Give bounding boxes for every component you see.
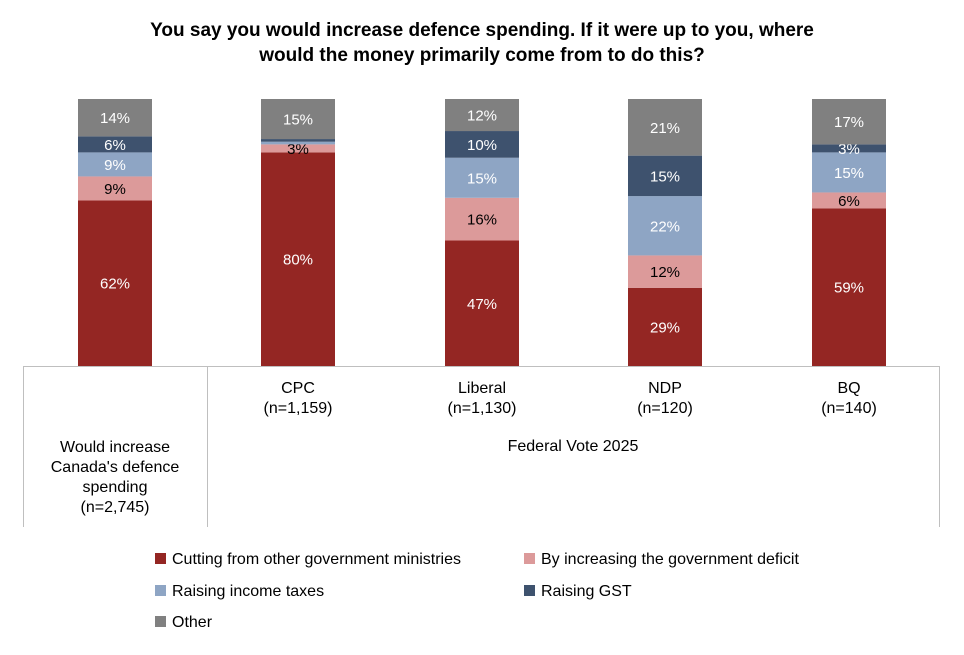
bar-segment: [628, 196, 702, 256]
chart-title-line-1: You say you would increase defence spend…: [150, 20, 814, 41]
bar-segment: [445, 240, 519, 366]
bar-segment: [812, 152, 886, 193]
data-label: 9%: [104, 157, 126, 174]
category-label-line: spending: [82, 479, 148, 496]
category-label-line: (n=1,159): [263, 400, 333, 417]
data-label: 17%: [834, 114, 864, 131]
bar-segment: [628, 99, 702, 156]
bar-segment: [812, 208, 886, 366]
category-label: Liberal (n=1,130): [402, 379, 562, 419]
data-label: 3%: [287, 141, 309, 158]
bar-segment: [812, 99, 886, 145]
bar-segment: [445, 131, 519, 158]
category-label: BQ (n=140): [769, 379, 929, 419]
data-label: 22%: [650, 218, 680, 235]
data-label: 16%: [467, 212, 497, 229]
bar-segment: [812, 144, 886, 153]
bar-segment: [445, 99, 519, 132]
category-label-line: Canada's defence: [50, 459, 180, 476]
bar-segment: [261, 141, 335, 145]
group-label: Federal Vote 2025: [507, 438, 639, 455]
data-label: 6%: [838, 193, 860, 210]
data-label: 15%: [834, 165, 864, 182]
data-label: 14%: [100, 110, 130, 127]
bar-segment: [445, 197, 519, 241]
bar-segment: [78, 99, 152, 137]
bar-segment: [261, 152, 335, 366]
bar-segment: [78, 200, 152, 366]
category-label-line: CPC: [281, 380, 315, 397]
bar-segment: [261, 99, 335, 140]
data-label: 62%: [100, 276, 130, 293]
data-label: 80%: [283, 252, 313, 269]
bars-layer: 62% 9% 9% 6% 14% 80% 3% 15% 47% 16% 15% 10% 12% 29% 12…: [78, 99, 886, 366]
data-label: 10%: [467, 137, 497, 154]
category-label-line: BQ: [837, 380, 861, 397]
chart-title: You say you would increase defence spend…: [60, 18, 904, 68]
bar-segment: [445, 157, 519, 198]
category-label-line: Liberal: [457, 380, 507, 397]
bar-segment: [78, 176, 152, 201]
data-label: 6%: [104, 137, 126, 154]
bar-segment: [628, 155, 702, 197]
data-label: 15%: [283, 112, 313, 129]
data-label: 15%: [467, 170, 497, 187]
category-label: CPC (n=1,159): [218, 379, 378, 419]
data-label: 47%: [467, 296, 497, 313]
category-label: NDP (n=120): [585, 379, 745, 419]
category-label-line: (n=1,130): [447, 400, 517, 417]
category-axis-lines: [23, 366, 940, 527]
data-label: 59%: [834, 280, 864, 297]
data-label: 15%: [650, 168, 680, 185]
bar-segment: [261, 139, 335, 142]
bar-segment: [628, 255, 702, 288]
data-label: 9%: [104, 181, 126, 198]
category-label-line: (n=120): [637, 400, 693, 417]
category-label-line: NDP: [648, 380, 682, 397]
data-label: 29%: [650, 319, 680, 336]
data-label: 12%: [650, 264, 680, 281]
bar-segment: [78, 136, 152, 153]
bar-segment: [78, 152, 152, 177]
category-label: Would increase Canada's defence spending (n…: [23, 438, 207, 518]
category-label-line: (n=140): [821, 400, 877, 417]
category-label-line: (n=2,745): [80, 499, 150, 516]
category-label-line: Would increase: [60, 439, 170, 456]
data-label: 12%: [467, 108, 497, 125]
data-label: 21%: [650, 120, 680, 137]
chart-title-line-2: would the money primarily come from to d…: [259, 45, 705, 66]
bar-segment: [261, 144, 335, 153]
data-label: 3%: [838, 141, 860, 158]
bar-segment: [628, 287, 702, 366]
bar-segment: [812, 192, 886, 209]
